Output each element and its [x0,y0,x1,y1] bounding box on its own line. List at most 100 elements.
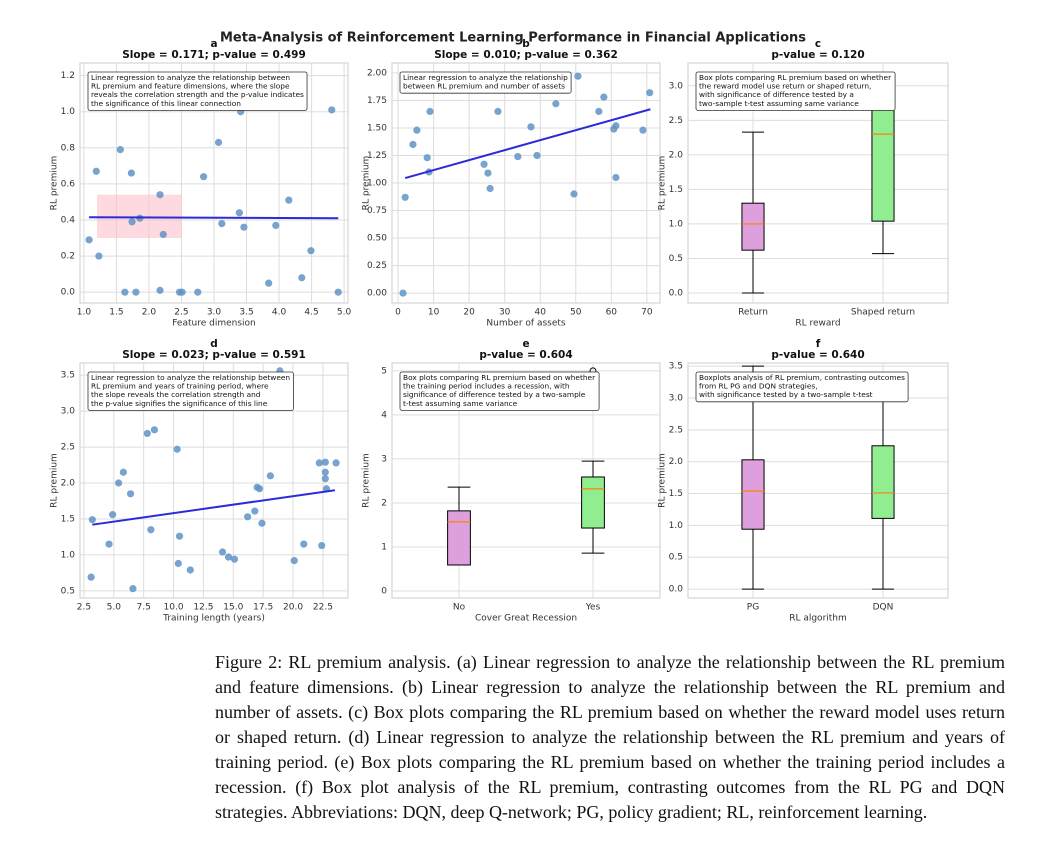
scatter-point [114,479,123,487]
y-tick-label: 0.5 [669,254,683,264]
x-tick-label: Return [738,308,768,318]
y-tick-label: 1.25 [367,151,387,161]
y-tick-label: 4 [381,410,387,420]
scatter-point [533,151,541,160]
scatter-point [186,566,194,574]
scatter-point [105,540,113,548]
y-tick-label: 1.2 [61,71,75,81]
x-tick-label: 20 [463,308,475,318]
scatter-point [612,173,620,182]
y-tick-label: 5 [381,366,387,376]
x-tick-label: 20.0 [283,603,303,613]
annotation: Box plots comparing RL premium based on … [695,71,896,111]
scatter-point [173,445,181,453]
subplot-title: p-value = 0.640 [771,349,864,361]
x-axis-label: Cover Great Recession [475,614,577,624]
x-tick-label: 7.5 [137,603,151,613]
scatter-point [132,288,140,296]
y-tick-label: 1.50 [367,123,387,133]
subplot: 0 1 2 3 4 5 No Yes ep-value = 0.604 Cover Great R… [362,338,661,624]
annotation-line: with significance tested by a two-sample… [699,390,873,399]
x-tick-label: 5.0 [337,308,352,318]
scatter-point [218,220,226,228]
x-tick-label: 40 [534,308,546,318]
y-axis-label: RL premium [50,156,60,211]
annotation-line: significance of difference tested by a t… [403,390,586,399]
scatter-point [199,173,208,181]
scatter-point [255,485,264,493]
y-tick-label: 0.5 [61,586,75,596]
y-tick-label: 1.0 [61,107,76,117]
annotation-line: with significance of difference tested b… [699,90,854,99]
y-tick-label: 2.0 [61,479,76,489]
y-tick-label: 1.0 [61,550,76,560]
x-tick-label: 2.5 [77,603,91,613]
x-tick-label: 50 [570,308,582,318]
y-tick-label: 0.4 [61,215,76,225]
scatter-point [156,286,164,294]
scatter-point [494,107,502,116]
scatter-point [401,193,409,201]
box [581,476,605,529]
scatter-point [178,288,186,296]
y-tick-label: 2.0 [669,150,684,160]
figure: Meta-Analysis of Reinforcement Learning … [50,31,949,624]
y-tick-label: 1.0 [669,219,684,229]
x-tick-label: 22.5 [313,603,333,613]
x-tick-label: Yes [585,603,601,613]
x-tick-label: 2.0 [142,308,157,318]
scatter-point [318,541,326,550]
annotation-line: t-test assuming same variance [403,399,518,408]
scatter-point [129,585,137,593]
panel-label: f [816,338,821,350]
x-tick-label: 4.5 [304,308,318,318]
subplot: 0.5 1.0 1.5 2.0 2.5 3.0 3.5 2.5 5.0 7.5 10.0 12.5 15… [50,338,349,624]
x-tick-label: 2.5 [174,308,188,318]
scatter-point [240,223,248,231]
y-tick-label: 2.5 [669,116,683,126]
y-tick-label: 1.0 [669,521,684,531]
x-axis-label: Feature dimension [172,319,256,329]
scatter-point [230,555,239,563]
panel-label: e [522,338,529,350]
y-tick-label: 0.6 [61,179,76,189]
scatter-point [595,107,603,116]
annotation-line: Linear regression to analyze the relatio… [91,73,290,82]
scatter-point [646,89,654,97]
x-axis-label: Number of assets [486,319,566,329]
subplot-title: p-value = 0.120 [771,49,864,61]
annotation-line: the significance of this linear connecti… [91,99,241,108]
x-tick-label: 5.0 [107,603,122,613]
scatter-point [290,557,298,565]
y-tick-label: 2.5 [669,425,683,435]
scatter-point [426,107,434,116]
regression-line [404,108,651,180]
box [741,459,765,530]
y-tick-label: 0.0 [669,288,684,298]
x-tick-label: 15.0 [223,603,243,613]
y-axis-label: RL premium [362,156,372,211]
annotation: Linear regression to analyze the relatio… [87,71,308,111]
scatter-point [300,540,308,548]
scatter-point [321,458,329,466]
scatter-point [639,126,647,134]
scatter-point [514,152,522,161]
y-tick-label: 1 [381,542,387,552]
x-tick-label: 4.0 [272,308,287,318]
scatter-point [121,288,129,296]
x-tick-label: 1.0 [77,308,92,318]
y-tick-label: 3.0 [669,81,684,91]
annotation-box [399,371,600,411]
y-tick-label: 0.50 [367,234,387,244]
y-tick-label: 1.75 [367,96,387,106]
subplot-title: Slope = 0.171; p-value = 0.499 [122,49,306,61]
annotation-line: the slope reveals the correlation streng… [91,390,261,399]
annotation-line: Box plots comparing RL premium based on … [699,73,892,82]
scatter-point [321,468,329,476]
scatter-point [88,516,96,524]
subplot-title: Slope = 0.023; p-value = 0.591 [122,349,306,361]
y-tick-label: 0.0 [669,585,684,595]
subplot: 0.0 0.5 1.0 1.5 2.0 2.5 3.0 Return Shaped return… [658,38,949,329]
scatter-point [332,459,340,467]
